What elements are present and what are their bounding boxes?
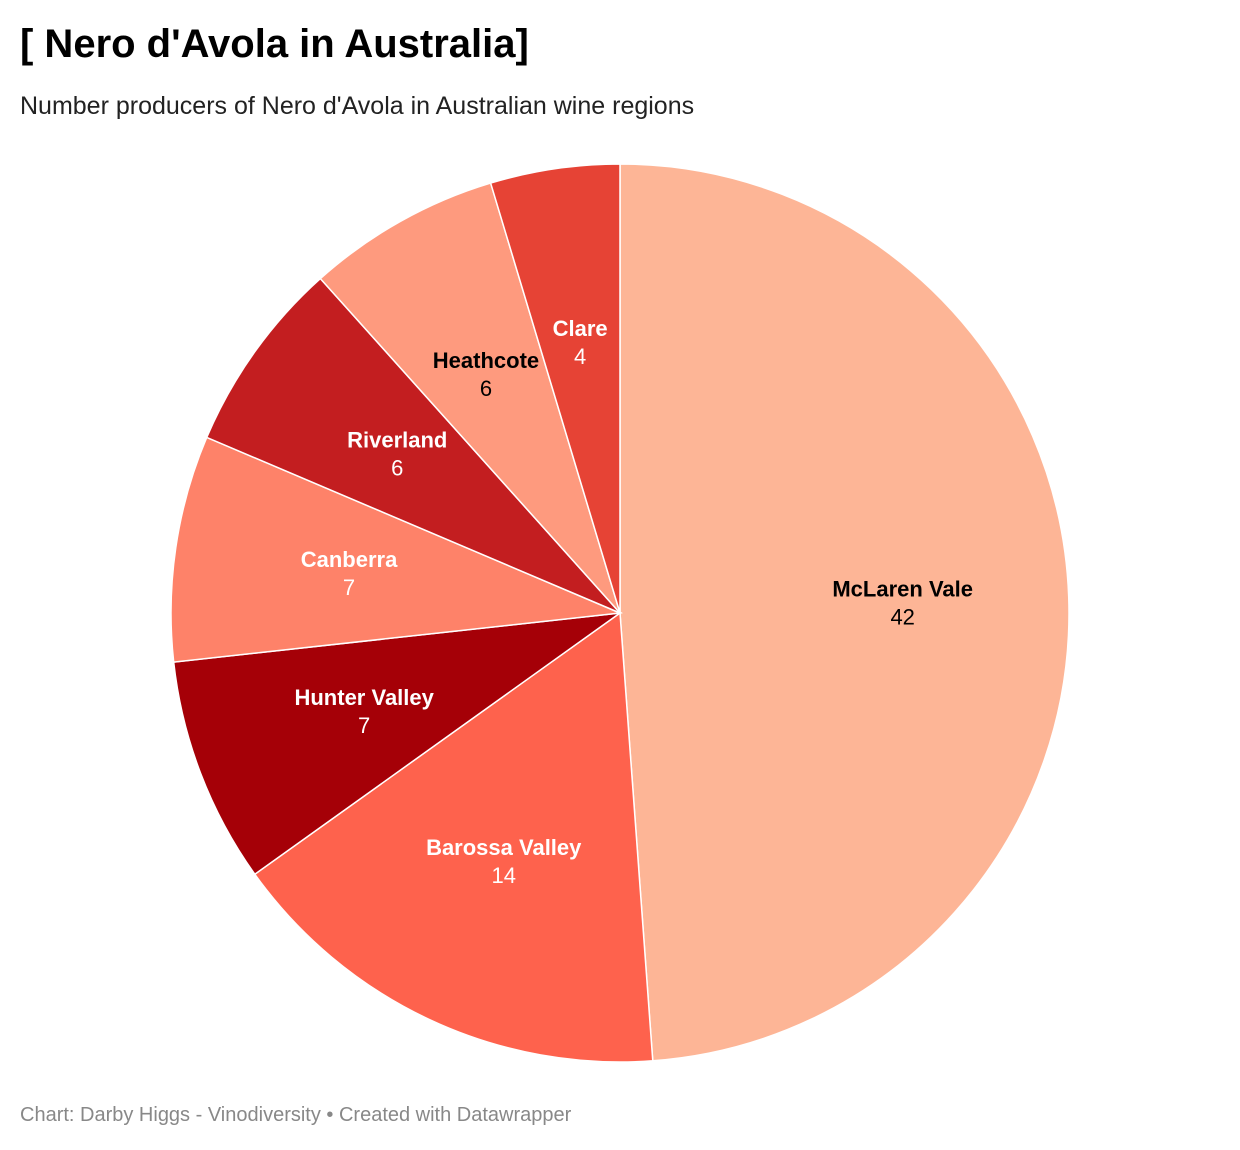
pie-slice-barossa-valley <box>253 611 654 1063</box>
pie-label-name: Heathcote <box>433 348 539 373</box>
pie-slice-heathcote <box>319 182 621 614</box>
pie-label-value: 6 <box>391 456 403 481</box>
pie-slice-clare <box>489 163 621 614</box>
pie-slice-hunter-valley <box>172 611 623 876</box>
pie-label-barossa-valley: Barossa Valley 14 <box>426 835 582 888</box>
pie-label-hunter-valley: Hunter Valley 7 <box>294 685 434 738</box>
pie-label-value: 7 <box>343 575 355 600</box>
pie-label-name: Clare <box>553 316 608 341</box>
pie-label-value: 42 <box>890 605 914 630</box>
pie-label-mclaren-vale: McLaren Vale 42 <box>832 577 973 630</box>
pie-slice-canberra <box>170 436 623 663</box>
pie-slice-riverland <box>205 277 621 614</box>
pie-label-riverland: Riverland 6 <box>347 428 447 481</box>
pie-label-value: 4 <box>574 344 586 369</box>
pie-label-name: Hunter Valley <box>294 685 434 710</box>
chart-footer-credit: Chart: Darby Higgs - Vinodiversity • Cre… <box>20 1104 572 1126</box>
pie-label-heathcote: Heathcote 6 <box>433 348 539 401</box>
pie-label-value: 6 <box>480 376 492 401</box>
pie-label-value: 14 <box>492 863 516 888</box>
chart-title: [ Nero d'Avola in Australia] <box>20 22 529 66</box>
pie-label-value: 7 <box>358 713 370 738</box>
chart-subtitle: Number producers of Nero d'Avola in Aust… <box>20 92 695 120</box>
pie-label-canberra: Canberra 7 <box>301 547 398 600</box>
pie-label-name: Barossa Valley <box>426 835 582 860</box>
pie-label-name: Riverland <box>347 428 447 453</box>
pie-labels: McLaren Vale 42 Barossa Valley 14 Hunter Val… <box>294 316 973 888</box>
pie-slices <box>170 163 1070 1063</box>
pie-slice-mclaren-vale <box>619 163 1070 1062</box>
pie-label-name: McLaren Vale <box>832 577 973 602</box>
pie-label-clare: Clare 4 <box>553 316 608 369</box>
pie-label-name: Canberra <box>301 547 398 572</box>
